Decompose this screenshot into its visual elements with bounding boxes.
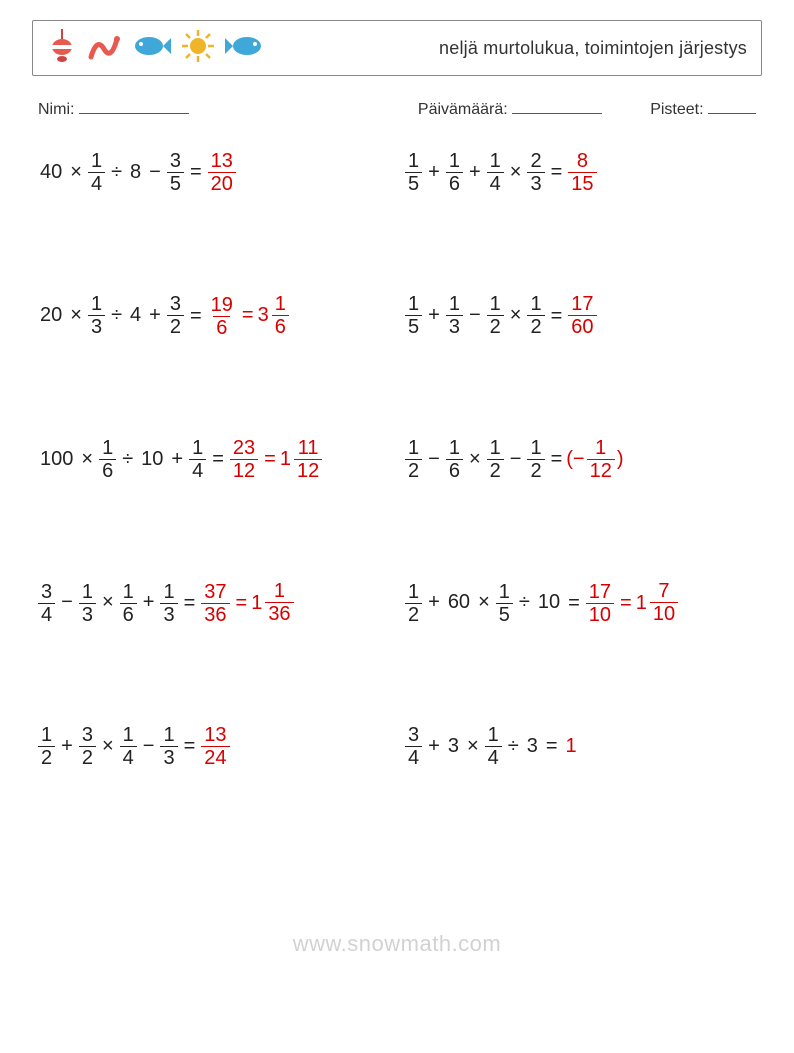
- problem-expression: 40×14÷8−35: [36, 151, 186, 194]
- equals-sign: =: [184, 593, 196, 613]
- problem-10: 34+3×14÷3=1: [403, 725, 758, 768]
- problem-answer: 815: [566, 151, 598, 194]
- score-label: Pisteet:: [650, 101, 703, 118]
- equals-sign: =: [190, 306, 202, 326]
- problem-2: 15+16+14×23=815: [403, 151, 758, 194]
- score-blank[interactable]: [708, 96, 756, 114]
- problem-6: 12−16×12−12=(−112): [403, 438, 758, 482]
- name-field: Nimi:: [38, 96, 189, 119]
- watermark: www.snowmath.com: [0, 931, 794, 957]
- fish-left-icon: [131, 31, 171, 66]
- equals-sign: =: [184, 736, 196, 756]
- problem-answer: 196=316: [206, 294, 291, 338]
- problem-3: 20×13÷4+32=196=316: [36, 294, 391, 338]
- problem-answer: 1320: [206, 151, 238, 194]
- equals-sign: =: [551, 306, 563, 326]
- problem-answer: 1710=1710: [584, 581, 680, 625]
- equals-sign: =: [190, 162, 202, 182]
- meta-row: Nimi: Päivämäärä: Pisteet:: [32, 94, 762, 121]
- problem-1: 40×14÷8−35=1320: [36, 151, 391, 194]
- problem-answer: 3736=1136: [199, 581, 295, 625]
- equals-sign: =: [551, 162, 563, 182]
- problem-7: 34−13×16+13=3736=1136: [36, 581, 391, 625]
- sun-icon: [181, 29, 215, 68]
- problem-expression: 100×16÷10+14: [36, 438, 208, 481]
- problem-answer: (−112): [566, 438, 623, 481]
- header: neljä murtolukua, toimintojen järjestys: [32, 20, 762, 76]
- problem-expression: 12+60×15÷10: [403, 582, 564, 625]
- problem-answer: 1: [562, 736, 581, 756]
- buoy-icon: [47, 29, 77, 68]
- header-icons: [47, 29, 265, 68]
- problem-answer: 1324: [199, 725, 231, 768]
- problem-expression: 34−13×16+13: [36, 582, 180, 625]
- fish-right-icon: [225, 31, 265, 66]
- problem-expression: 20×13÷4+32: [36, 294, 186, 337]
- worksheet-title: neljä murtolukua, toimintojen järjestys: [439, 38, 747, 59]
- problem-expression: 12+32×14−13: [36, 725, 180, 768]
- score-field: Pisteet:: [650, 96, 756, 119]
- problem-4: 15+13−12×12=1760: [403, 294, 758, 338]
- date-label: Päivämäärä:: [418, 101, 508, 118]
- problem-expression: 12−16×12−12: [403, 438, 547, 481]
- problem-expression: 15+13−12×12: [403, 294, 547, 337]
- equals-sign: =: [546, 736, 558, 756]
- problem-9: 12+32×14−13=1324: [36, 725, 391, 768]
- problem-answer: 1760: [566, 294, 598, 337]
- equals-sign: =: [212, 449, 224, 469]
- equals-sign: =: [551, 449, 563, 469]
- problem-5: 100×16÷10+14=2312=11112: [36, 438, 391, 482]
- worm-icon: [87, 29, 121, 68]
- date-field: Päivämäärä:: [418, 96, 602, 119]
- problem-answer: 2312=11112: [228, 438, 324, 482]
- date-blank[interactable]: [512, 96, 602, 114]
- name-blank[interactable]: [79, 96, 189, 114]
- problem-8: 12+60×15÷10=1710=1710: [403, 581, 758, 625]
- name-label: Nimi:: [38, 101, 74, 118]
- problems-grid: 40×14÷8−35=132015+16+14×23=81520×13÷4+32…: [32, 131, 762, 768]
- problem-expression: 15+16+14×23: [403, 151, 547, 194]
- equals-sign: =: [568, 593, 580, 613]
- problem-expression: 34+3×14÷3: [403, 725, 542, 768]
